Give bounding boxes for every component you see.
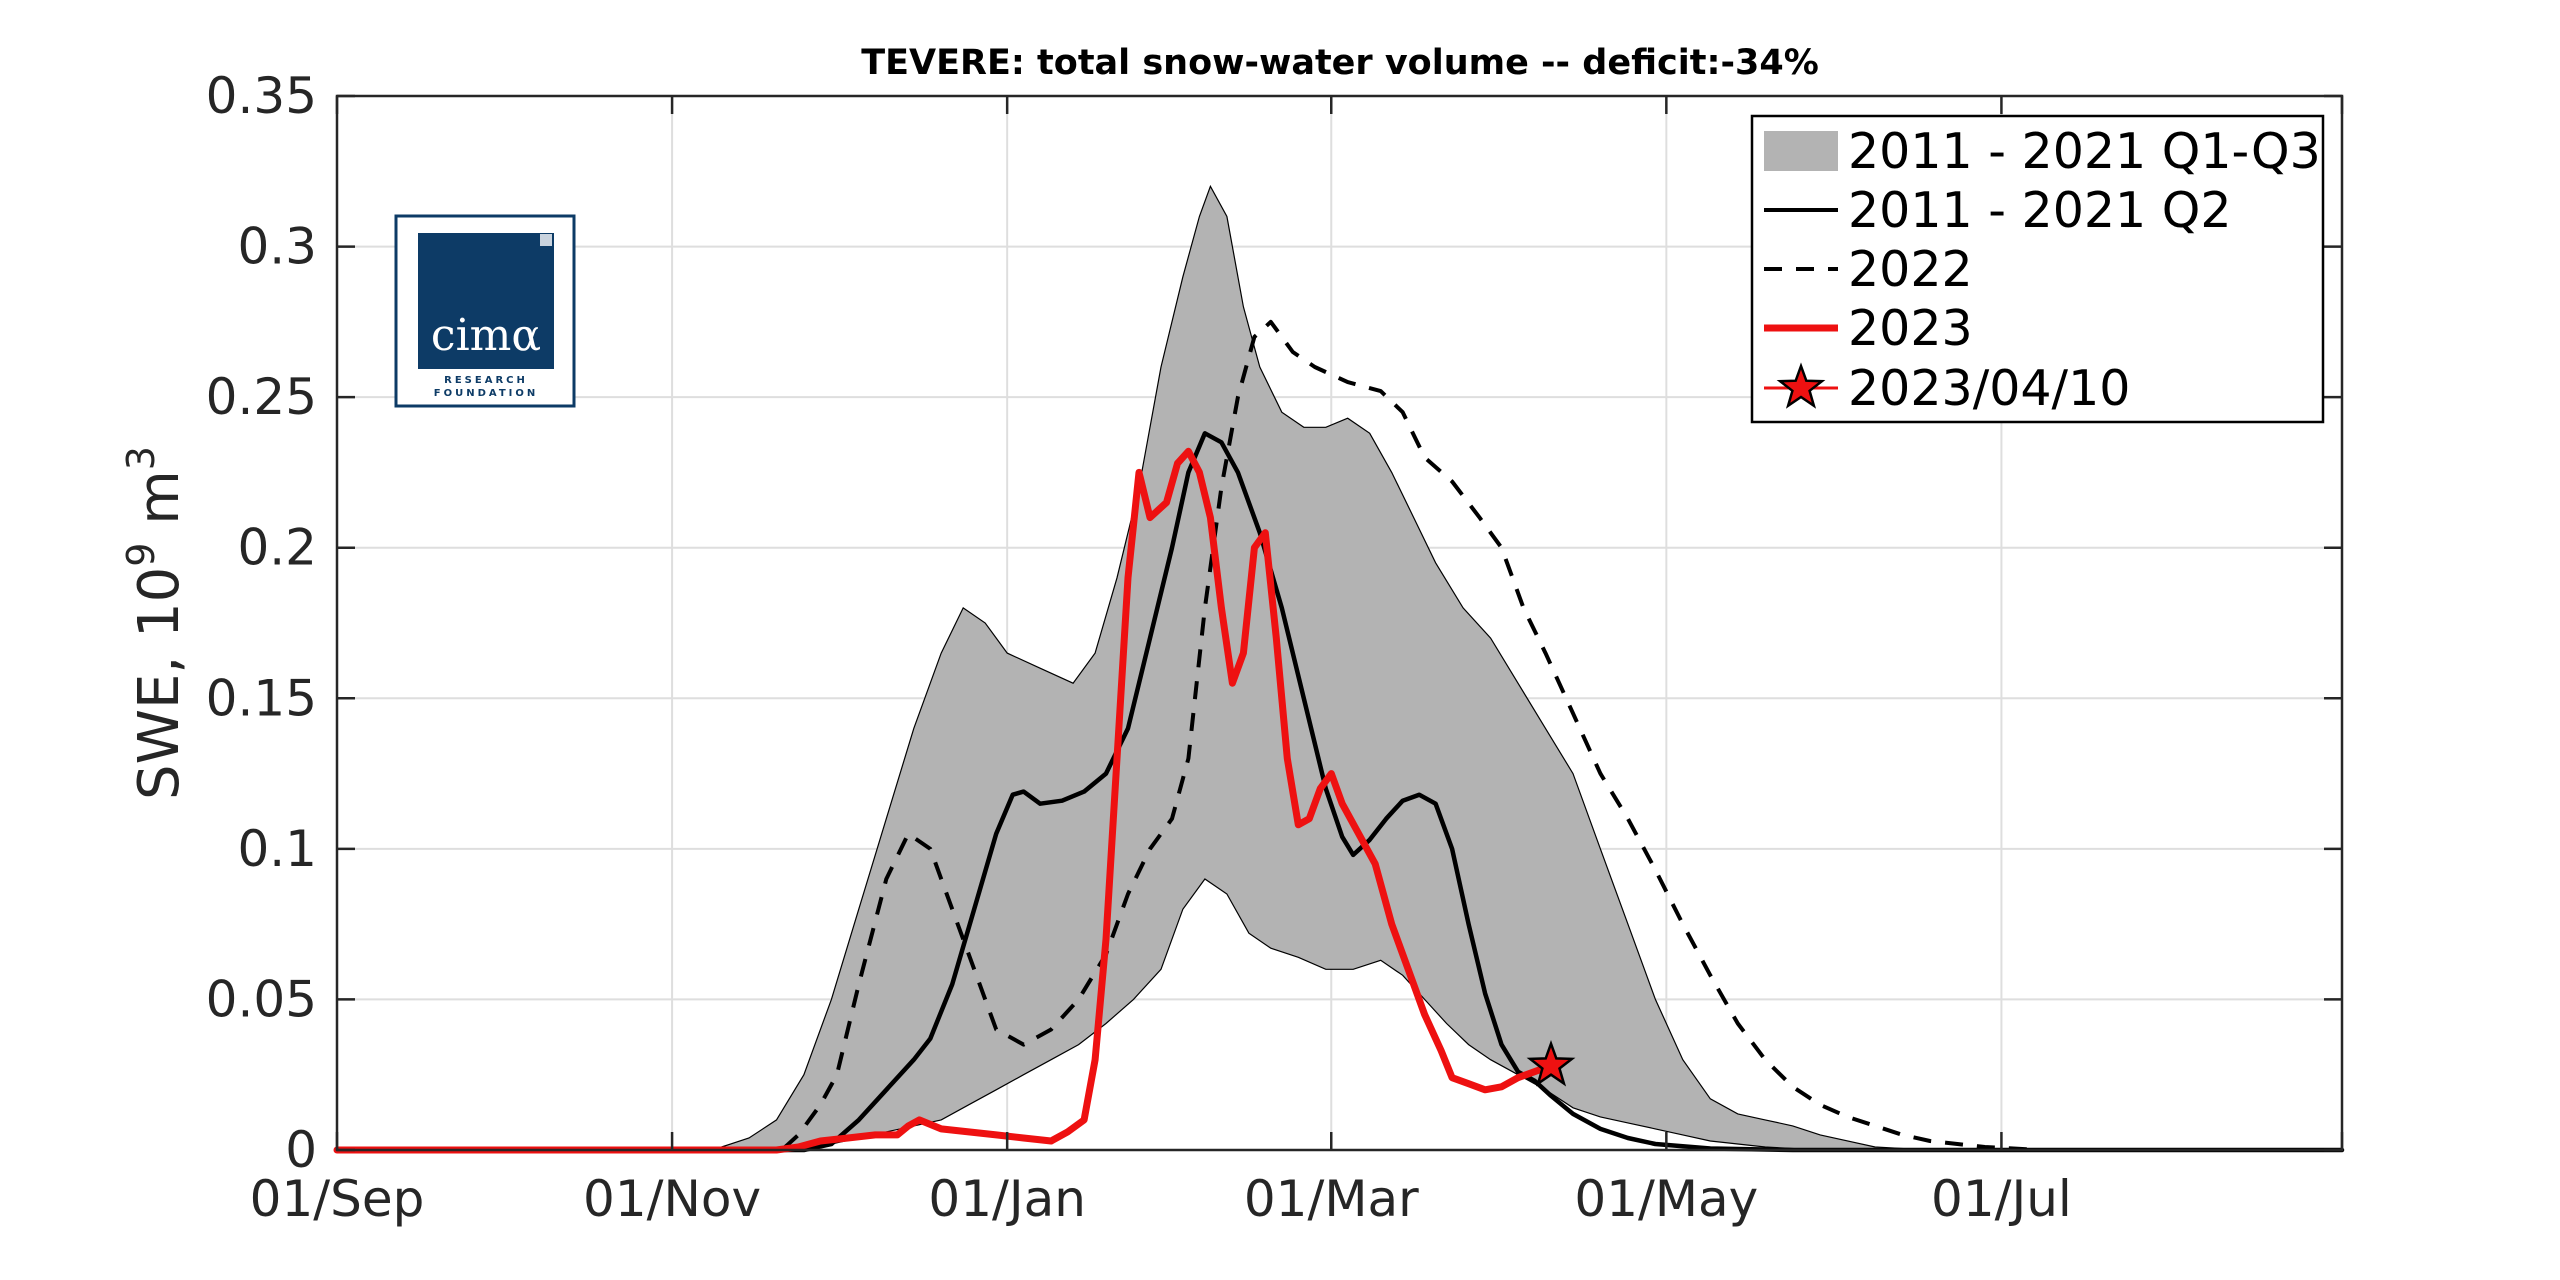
y-tick-label-6: 0.3: [237, 218, 317, 276]
logo-square-mark: [540, 234, 552, 246]
y-tick-label-5: 0.25: [206, 368, 317, 426]
logo-sub-text-2: FOUNDATION: [434, 388, 539, 399]
x-tick-label-1: 01/Nov: [583, 1170, 761, 1228]
y-axis-label-text: SWE, 10: [127, 567, 192, 800]
y-tick-label-0: 0: [285, 1121, 317, 1179]
logo-block: [418, 233, 554, 369]
chart-title: TEVERE: total snow-water volume -- defic…: [861, 43, 1819, 83]
legend-label-marker: 2023/04/10: [1848, 360, 2130, 417]
marker-star: [1526, 1040, 1576, 1087]
x-tick-label-3: 01/Mar: [1244, 1170, 1419, 1228]
series-line-2022: [337, 319, 2342, 1152]
band-layer: [337, 184, 2342, 1151]
axes-box: [335, 94, 2344, 1152]
series-line-2023: [333, 447, 1555, 1154]
y-tick-label-1: 0.05: [206, 970, 317, 1028]
legend-swatch-band: [1764, 131, 1838, 171]
legend-swatch-marker-star: [1776, 362, 1826, 409]
y-axis-label: SWE, 109 m3: [119, 446, 192, 800]
legend-label-q2: 2011 - 2021 Q2: [1848, 182, 2232, 239]
x-tick-label-4: 01/May: [1574, 1170, 1758, 1228]
y-axis-label-exp: 9: [119, 543, 163, 567]
y-tick-label-4: 0.2: [237, 519, 317, 577]
x-tick-labels: 01/Sep 01/Nov 01/Jan 01/Mar 01/May 01/Jul: [250, 1170, 2072, 1228]
x-tick-label-5: 01/Jul: [1931, 1170, 2072, 1228]
y-tick-label-2: 0.1: [237, 820, 317, 878]
legend-box: [1750, 114, 2325, 424]
y-tick-labels: 0 0.05 0.1 0.15 0.2 0.25 0.3 0.35: [206, 67, 317, 1179]
legend-label-2023: 2023: [1848, 300, 1973, 357]
logo-sub-text-1: RESEARCH: [444, 375, 528, 386]
logo-main-text: cimα: [431, 310, 541, 361]
x-tick-label-2: 01/Jan: [928, 1170, 1086, 1228]
y-axis-label-unit: m: [127, 470, 192, 542]
legend: 2011 - 2021 Q1-Q3 2011 - 2021 Q2 2022 20…: [1750, 114, 2325, 424]
band-q1-q3: [337, 184, 2342, 1151]
y-axis-label-unit-exp: 3: [119, 446, 163, 470]
axes: [335, 94, 2344, 1152]
marker-layer: [1526, 1040, 1576, 1087]
legend-label-2022: 2022: [1848, 241, 1973, 298]
legend-label-band: 2011 - 2021 Q1-Q3: [1848, 123, 2321, 180]
cima-logo: cimα RESEARCH FOUNDATION: [394, 214, 576, 408]
y-tick-label-3: 0.15: [206, 669, 317, 727]
x-tick-label-0: 01/Sep: [250, 1170, 425, 1228]
y-tick-label-7: 0.35: [206, 67, 317, 125]
